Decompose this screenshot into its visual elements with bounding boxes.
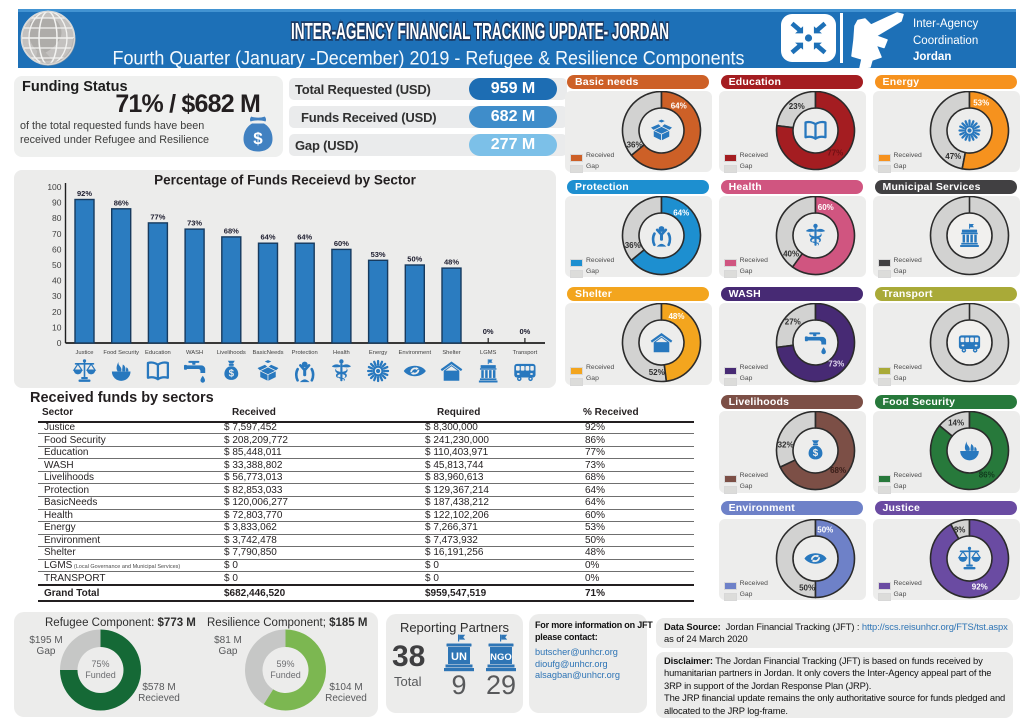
svg-text:WASH: WASH (186, 350, 203, 356)
svg-text:68%: 68% (830, 466, 846, 475)
svg-text:50%: 50% (817, 525, 833, 534)
svg-text:$195 M: $195 M (29, 635, 62, 646)
svg-text:36%: 36% (625, 241, 641, 250)
svg-text:77%: 77% (827, 148, 843, 157)
svg-text:INTER-AGENCY FINANCIAL TRACKIN: INTER-AGENCY FINANCIAL TRACKING UPDATE- … (291, 18, 669, 44)
svg-text:64%: 64% (673, 208, 689, 217)
svg-text:86%: 86% (978, 471, 994, 480)
svg-text:Health: Health (333, 350, 350, 356)
svg-text:Gap: Gap (219, 646, 238, 657)
svg-text:LGMS: LGMS (480, 350, 497, 356)
svg-text:40: 40 (52, 276, 62, 286)
svg-text:Funded: Funded (270, 670, 301, 680)
svg-text:48%: 48% (668, 312, 684, 321)
svg-text:$578 M: $578 M (142, 682, 175, 693)
svg-text:64%: 64% (671, 101, 687, 110)
svg-text:100: 100 (47, 182, 61, 192)
svg-text:8%: 8% (953, 525, 965, 534)
svg-text:50: 50 (52, 260, 62, 270)
svg-text:53%: 53% (371, 250, 386, 259)
svg-text:27%: 27% (784, 318, 800, 327)
svg-text:50%: 50% (407, 255, 422, 264)
svg-text:90: 90 (52, 198, 62, 208)
svg-text:Transport: Transport (513, 350, 538, 356)
svg-text:Environment: Environment (399, 350, 432, 356)
svg-text:60: 60 (52, 244, 62, 254)
svg-text:47%: 47% (945, 152, 961, 161)
svg-text:20: 20 (52, 307, 62, 317)
svg-text:48%: 48% (444, 258, 459, 267)
svg-text:50%: 50% (799, 583, 815, 592)
svg-text:$104 M: $104 M (329, 682, 362, 693)
svg-text:64%: 64% (260, 233, 275, 242)
svg-text:60%: 60% (817, 202, 833, 211)
svg-text:40%: 40% (783, 249, 799, 258)
svg-text:92%: 92% (77, 189, 92, 198)
svg-text:59%: 59% (276, 659, 294, 669)
svg-text:77%: 77% (150, 212, 165, 221)
svg-text:52%: 52% (649, 368, 665, 377)
svg-text:73%: 73% (828, 360, 844, 369)
svg-text:60%: 60% (334, 239, 349, 248)
svg-text:0%: 0% (519, 327, 530, 336)
svg-text:Protection: Protection (292, 350, 318, 356)
svg-text:92%: 92% (971, 582, 987, 591)
svg-text:$81 M: $81 M (214, 635, 242, 646)
svg-text:70: 70 (52, 229, 62, 239)
svg-text:Fourth Quarter (January -Decem: Fourth Quarter (January -December) 2019 … (113, 49, 745, 69)
svg-text:30: 30 (52, 291, 62, 301)
svg-text:64%: 64% (297, 233, 312, 242)
svg-text:Recieved: Recieved (325, 693, 367, 704)
svg-text:36%: 36% (627, 140, 643, 149)
svg-text:68%: 68% (224, 226, 239, 235)
svg-text:23%: 23% (788, 102, 804, 111)
svg-text:75%: 75% (91, 659, 109, 669)
svg-text:14%: 14% (948, 419, 964, 428)
svg-text:80: 80 (52, 213, 62, 223)
svg-text:73%: 73% (187, 219, 202, 228)
svg-text:Funded: Funded (85, 670, 116, 680)
svg-text:0%: 0% (483, 327, 494, 336)
svg-text:10: 10 (52, 322, 62, 332)
svg-text:Recieved: Recieved (138, 693, 180, 704)
svg-text:Education: Education (145, 350, 171, 356)
svg-text:Energy: Energy (369, 350, 387, 356)
svg-text:Food Security: Food Security (103, 350, 139, 356)
svg-text:32%: 32% (777, 440, 793, 449)
svg-text:53%: 53% (973, 98, 989, 107)
svg-text:0: 0 (57, 338, 62, 348)
svg-text:Percentage of Funds Receievd b: Percentage of Funds Receievd by Sector (154, 173, 417, 188)
svg-text:Gap: Gap (37, 646, 56, 657)
svg-text:Shelter: Shelter (442, 350, 460, 356)
svg-text:86%: 86% (114, 198, 129, 207)
svg-text:BasicNeeds: BasicNeeds (253, 350, 284, 356)
svg-text:Justice: Justice (75, 350, 93, 356)
svg-text:Livelihoods: Livelihoods (217, 350, 246, 356)
